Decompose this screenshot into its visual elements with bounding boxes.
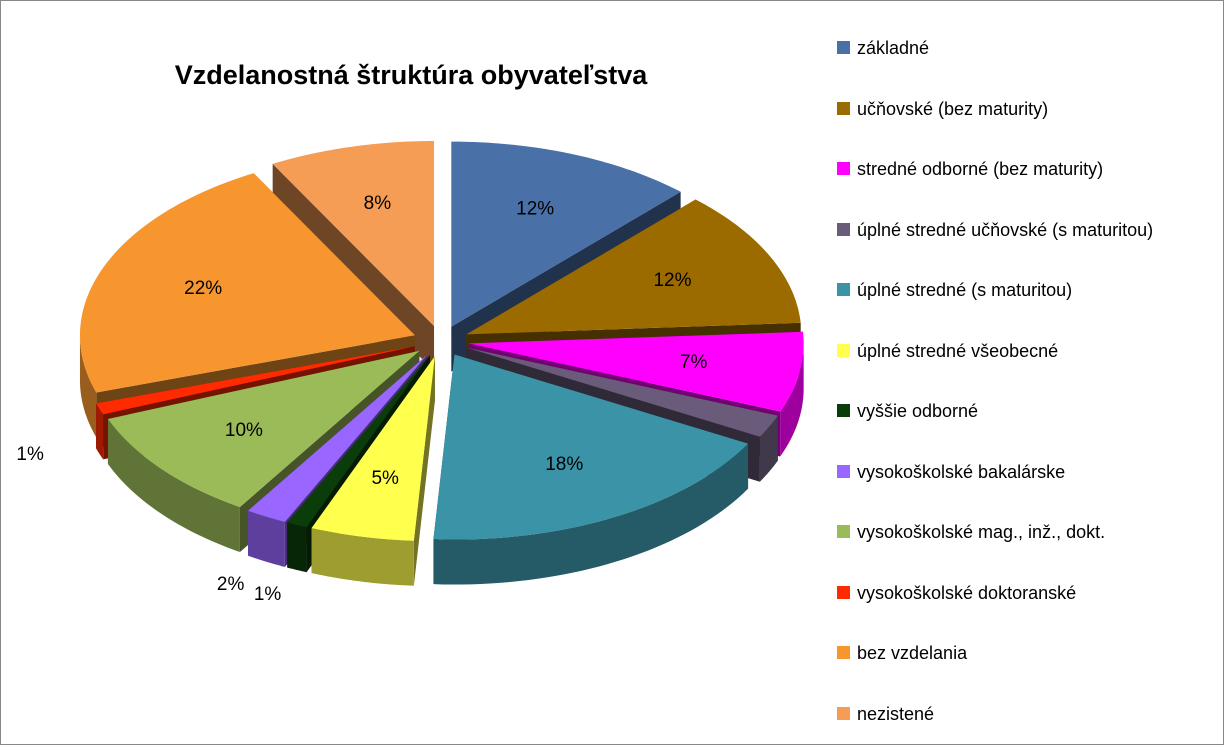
- legend-label: bez vzdelania: [857, 643, 968, 663]
- slice-cut: [413, 356, 435, 586]
- legend-entry: vysokoškolské mag., inž., dokt.: [837, 520, 1197, 544]
- data-label: 12%: [516, 199, 554, 220]
- slice-top: [287, 355, 430, 528]
- legend-entry: učňovské (bez maturity): [837, 97, 1197, 121]
- legend-swatch: [837, 343, 850, 357]
- slice-top: [107, 350, 420, 508]
- legend-entry: vysokoškolské doktoranské: [837, 581, 1197, 605]
- data-label: 12%: [653, 270, 691, 291]
- data-label: 22%: [184, 278, 222, 299]
- legend-label: základné: [857, 38, 930, 58]
- slice-side: [311, 528, 414, 586]
- legend-entry: základné: [837, 36, 1197, 60]
- slice-top: [466, 347, 778, 437]
- legend-entry: nezistené: [837, 702, 1197, 726]
- data-label: 1%: [16, 444, 44, 465]
- legend-entry: stredné odborné (bez maturity): [837, 157, 1197, 181]
- legend-entry: úplné stredné učňovské (s maturitou): [837, 218, 1197, 242]
- slice: [433, 354, 749, 585]
- slice-side: [433, 443, 749, 585]
- legend-swatch: [837, 222, 850, 236]
- slice-top: [79, 173, 415, 393]
- legend-label: vyššie odborné: [857, 401, 979, 421]
- pie-area: Vzdelanostná štruktúra obyvateľstva 12% 1…: [16, 60, 850, 605]
- legend-label: úplné stredné všeobecné: [857, 340, 1059, 361]
- data-label: 18%: [545, 454, 583, 475]
- legend-entry: bez vzdelania: [837, 641, 1197, 665]
- slice: [311, 356, 435, 586]
- data-label: 2%: [217, 574, 245, 595]
- legend-swatch: [837, 585, 850, 599]
- slice-side: [248, 510, 285, 567]
- slice-side: [759, 415, 778, 482]
- legend-swatch: [837, 404, 850, 417]
- legend-swatch: [837, 646, 850, 659]
- slice-top: [466, 199, 801, 335]
- legend-label: vysokoškolské doktoranské: [857, 582, 1077, 603]
- slice-top: [451, 141, 681, 327]
- legend-entry: vyššie odborné: [837, 399, 1197, 423]
- slice-side: [780, 343, 804, 457]
- legend-swatch: [837, 41, 850, 54]
- slice-top: [468, 331, 804, 412]
- slice-top: [96, 346, 415, 415]
- data-label: 8%: [364, 193, 392, 214]
- legend-swatch: [837, 706, 850, 720]
- slice-side: [79, 335, 97, 438]
- legend-swatch: [837, 525, 850, 538]
- slice-top: [311, 356, 435, 541]
- slice-side: [287, 522, 307, 573]
- chart-title: Vzdelanostná štruktúra obyvateľstva: [175, 60, 649, 90]
- slice-top: [248, 354, 428, 522]
- legend-swatch: [837, 283, 850, 296]
- legend-label: úplné stredné (s maturitou): [857, 280, 1073, 300]
- data-label: 5%: [371, 468, 399, 489]
- legend-label: stredné odborné (bez maturity): [857, 159, 1104, 179]
- legend-label: vysokoškolské mag., inž., dokt.: [857, 522, 1106, 542]
- data-label: 7%: [680, 352, 708, 373]
- legend-swatch: [837, 162, 850, 175]
- slice-side: [96, 403, 104, 460]
- legend-label: nezistené: [857, 703, 935, 724]
- slice-side: [107, 418, 240, 553]
- legend-entry: vysokoškolské bakalárske: [837, 460, 1197, 484]
- legend-swatch: [837, 464, 850, 478]
- data-label: 1%: [254, 584, 282, 605]
- legend-entry: úplné stredné (s maturitou): [837, 278, 1197, 302]
- slice-top: [433, 354, 749, 540]
- slice-top: [272, 141, 435, 327]
- legend-label: učňovské (bez maturity): [857, 98, 1049, 119]
- legend-swatch: [837, 101, 850, 115]
- data-label: 10%: [225, 420, 263, 441]
- legend-label: vysokoškolské bakalárske: [857, 461, 1066, 482]
- legend-label: úplné stredné učňovské (s maturitou): [857, 219, 1154, 240]
- legend-entry: úplné stredné všeobecné: [837, 339, 1197, 363]
